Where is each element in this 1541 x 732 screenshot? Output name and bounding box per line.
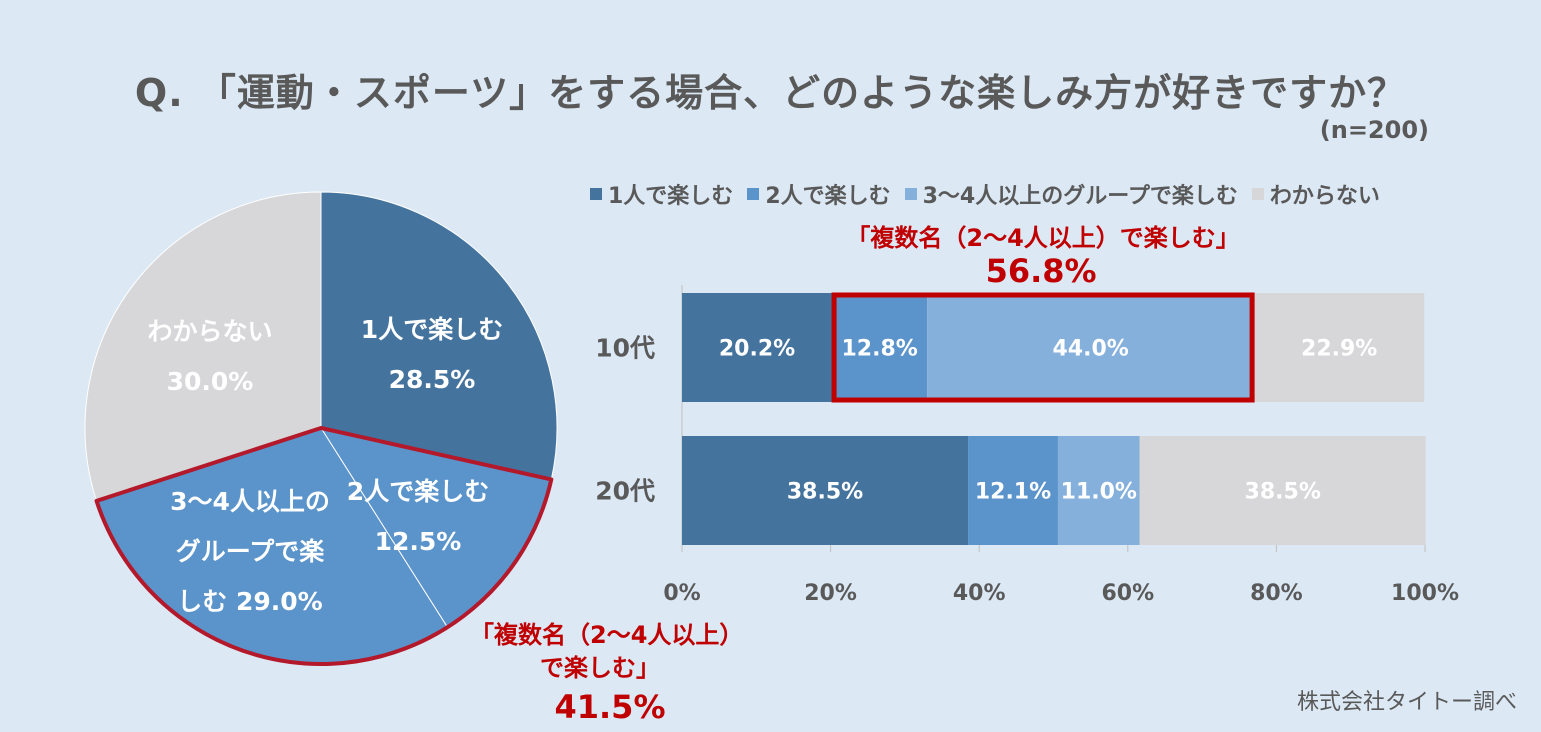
legend-item-solo: 1人で楽しむ — [590, 178, 733, 210]
legend-swatch-unknown — [1251, 188, 1264, 200]
legend-item-group: 3～4人以上のグループで楽しむ — [904, 178, 1238, 210]
bar-1-segment-2 — [832, 293, 928, 402]
pie-label-3-line-2: グループで楽 — [176, 537, 326, 566]
legend: 1人で楽しむ 2人で楽しむ 3～4人以上のグループで楽しむ わからない — [590, 178, 1380, 210]
bar-2-segment-3 — [1057, 436, 1140, 545]
pie-label-3-line-1: 3～4人以上の — [170, 487, 330, 516]
category-label-1: 10代 — [595, 334, 655, 363]
bar-annotation-line-1: 「複数名（2～4人以上）で楽しむ」 — [846, 224, 1239, 252]
legend-item-pair: 2人で楽しむ — [747, 178, 891, 210]
pie-label-1-line-2: 28.5% — [389, 365, 476, 394]
bar-1-label-2: 12.8% — [841, 337, 917, 362]
bar-highlight-box — [831, 292, 1255, 403]
legend-swatch-group — [904, 188, 917, 200]
pie-annotation-line-2: で楽しむ」 — [540, 654, 660, 682]
x-tick-label-1: 0% — [663, 581, 700, 606]
bar-2-label-3: 11.0% — [1061, 480, 1137, 505]
pie-label-2-line-2: 12.5% — [375, 527, 462, 556]
bar-2-label-2: 12.1% — [975, 480, 1051, 505]
bar-annotation-value: 56.8% — [986, 252, 1097, 290]
bar-2-label-4: 38.5% — [1245, 480, 1321, 505]
legend-label-pair: 2人で楽しむ — [765, 184, 891, 209]
pie-label-4-line-1: わからない — [147, 317, 272, 346]
pie-label-1-line-1: 1人で楽しむ — [361, 315, 503, 344]
legend-label-group: 3～4人以上のグループで楽しむ — [922, 184, 1238, 209]
bar-2-label-1: 38.5% — [787, 480, 863, 505]
legend-swatch-solo — [590, 188, 602, 200]
legend-item-unknown: わからない — [1251, 178, 1380, 210]
category-label-2: 20代 — [595, 477, 655, 506]
x-tick-label-5: 80% — [1250, 581, 1303, 606]
pie-label-3-line-3: しむ 29.0% — [177, 587, 322, 616]
bar-1-label-1: 20.2% — [719, 337, 795, 362]
bar-1-segment-4 — [1254, 293, 1425, 402]
pie-annotation-line-1: 「複数名（2～4人以上） — [470, 621, 743, 649]
legend-swatch-pair — [747, 188, 760, 200]
legend-label-unknown: わからない — [1269, 184, 1380, 209]
x-tick-label-6: 100% — [1391, 581, 1459, 606]
bar-2-segment-1 — [682, 436, 969, 545]
bar-1-label-4: 22.9% — [1301, 337, 1377, 362]
pie-annotation-value: 41.5% — [554, 688, 665, 726]
x-tick-label-4: 60% — [1101, 581, 1154, 606]
bar-1-label-3: 44.0% — [1052, 337, 1128, 362]
pie-label-4-line-2: 30.0% — [167, 367, 254, 396]
bar-2-segment-4 — [1139, 436, 1426, 545]
credit-text: 株式会社タイトー調べ — [1296, 690, 1517, 715]
pie-highlight-outline — [94, 426, 554, 666]
sample-size: (n=200) — [1319, 116, 1429, 144]
x-tick-label-3: 40% — [953, 581, 1006, 606]
pie-label-2-line-1: 2人で楽しむ — [347, 477, 489, 506]
bar-2-segment-2 — [968, 436, 1058, 545]
bar-1-segment-3 — [927, 293, 1255, 402]
pie-slice-1 — [320, 191, 558, 481]
legend-label-solo: 1人で楽しむ — [608, 184, 734, 209]
pie-slice-4 — [84, 191, 322, 502]
bar-1-segment-1 — [682, 293, 833, 402]
chart-title: Q. 「運動・スポーツ」をする場合、どのような楽しみ方が好きですか？ — [134, 71, 1407, 115]
x-tick-label-2: 20% — [804, 581, 857, 606]
